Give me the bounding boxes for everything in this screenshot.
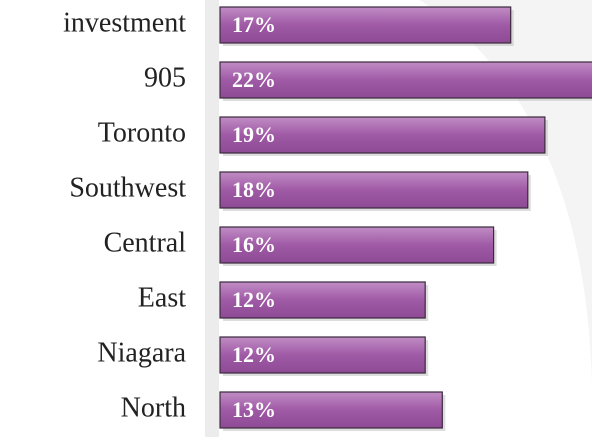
- bar: [219, 6, 512, 44]
- bar: [219, 336, 426, 374]
- value-label: 13%: [232, 397, 276, 422]
- category-label: Toronto: [98, 117, 186, 148]
- category-label: 905: [144, 62, 186, 93]
- category-label: Niagara: [97, 337, 186, 368]
- value-label: 18%: [232, 177, 276, 202]
- category-label: investment: [63, 7, 186, 38]
- category-label: Central: [104, 227, 187, 258]
- value-label: 16%: [232, 232, 276, 257]
- bar: [219, 61, 592, 99]
- value-label: 22%: [232, 67, 276, 92]
- value-label: 12%: [232, 342, 276, 367]
- bar: [219, 171, 529, 209]
- bar: [219, 226, 495, 264]
- value-label: 17%: [232, 12, 276, 37]
- bar: [219, 281, 426, 319]
- category-label: Southwest: [69, 172, 186, 203]
- value-label: 19%: [232, 122, 276, 147]
- value-label: 12%: [232, 287, 276, 312]
- category-label: East: [138, 282, 186, 313]
- background-shape: [420, 0, 592, 437]
- bar: [219, 116, 546, 154]
- axis-band: [205, 0, 219, 437]
- bar: [219, 391, 443, 429]
- category-label: North: [121, 392, 186, 423]
